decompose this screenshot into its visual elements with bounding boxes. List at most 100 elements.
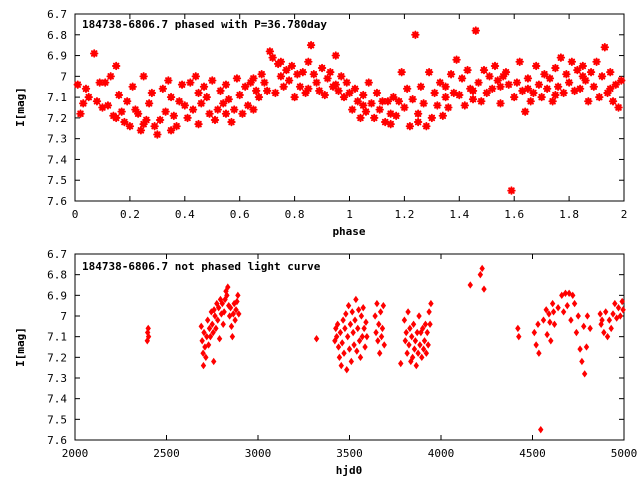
data-point-star — [567, 57, 577, 66]
data-point-star — [575, 84, 585, 93]
x-tick-label: 0 — [72, 208, 79, 221]
data-point-star — [578, 72, 588, 81]
data-point-star — [345, 88, 354, 98]
data-point-diamond — [380, 301, 387, 310]
data-points — [73, 26, 626, 195]
data-point-diamond — [350, 328, 356, 337]
data-point-star — [191, 72, 200, 81]
data-point-diamond — [405, 308, 411, 316]
data-point-diamond — [356, 337, 363, 345]
data-point-star — [213, 105, 222, 114]
data-point-diamond — [411, 345, 418, 353]
data-point-diamond — [424, 328, 430, 337]
data-point-star — [98, 103, 107, 112]
data-point-star — [534, 80, 544, 89]
data-point-star — [323, 74, 332, 83]
data-point-star — [197, 99, 206, 108]
data-point-diamond — [401, 316, 408, 324]
y-tick-label: 7.1 — [47, 331, 67, 344]
data-point-star — [221, 80, 231, 89]
data-point-star — [227, 117, 236, 127]
data-point-star — [331, 80, 340, 89]
data-point-diamond — [516, 332, 522, 341]
data-point-diamond — [610, 310, 616, 318]
x-tick-label: 3000 — [245, 447, 272, 460]
data-point-star — [161, 107, 170, 116]
data-point-star — [257, 70, 266, 79]
y-tick-label: 7.2 — [47, 112, 67, 125]
data-point-star — [139, 119, 148, 129]
data-point-diamond — [211, 357, 217, 366]
data-point-diamond — [581, 370, 588, 378]
data-point-diamond — [145, 332, 152, 341]
data-point-diamond — [559, 291, 565, 300]
y-tick-label: 7.5 — [47, 174, 67, 187]
data-point-diamond — [233, 306, 239, 314]
data-point-star — [529, 88, 538, 98]
data-point-star — [592, 57, 601, 66]
data-point-star — [512, 78, 522, 87]
data-point-star — [463, 65, 472, 75]
data-point-diamond — [533, 341, 539, 349]
data-point-star — [251, 86, 261, 96]
data-point-diamond — [547, 318, 553, 326]
data-point-diamond — [407, 324, 413, 333]
data-point-star — [342, 78, 351, 87]
data-point-star — [240, 82, 250, 91]
data-point-star — [380, 117, 390, 127]
data-point-star — [545, 74, 555, 83]
data-point-star — [284, 76, 294, 85]
data-point-star — [394, 97, 404, 106]
data-point-diamond — [536, 349, 542, 357]
data-point-diamond — [515, 324, 521, 333]
data-point-diamond — [204, 332, 210, 341]
data-point-star — [194, 119, 203, 129]
data-point-star — [430, 88, 439, 98]
data-point-diamond — [402, 337, 409, 345]
data-point-diamond — [419, 353, 425, 362]
data-point-star — [526, 97, 535, 106]
tick-group: 2000 2500 3000 3500 4000 4500 5000 6.7 6.8 6.9 7 7.… — [47, 248, 637, 460]
data-point-star — [537, 92, 546, 102]
data-point-diamond — [613, 314, 620, 322]
data-point-star — [100, 78, 110, 87]
data-point-diamond — [211, 306, 217, 314]
data-point-star — [199, 82, 209, 91]
data-point-diamond — [346, 345, 353, 353]
data-point-diamond — [571, 299, 578, 308]
data-point-star — [518, 86, 527, 96]
data-point-diamond — [375, 337, 381, 345]
data-point-diamond — [373, 328, 379, 337]
data-point-diamond — [420, 345, 427, 353]
data-point-diamond — [584, 312, 591, 320]
data-point-diamond — [201, 328, 207, 337]
data-point-diamond — [339, 339, 345, 347]
data-point-star — [488, 84, 497, 93]
data-point-diamond — [207, 332, 214, 341]
data-point-star — [570, 86, 579, 96]
data-point-star — [268, 53, 277, 62]
data-point-star — [446, 70, 456, 79]
data-point-star — [523, 84, 533, 93]
data-point-star — [260, 78, 269, 87]
data-point-diamond — [363, 318, 369, 326]
data-point-star — [155, 115, 165, 125]
data-point-diamond — [215, 316, 221, 324]
data-point-diamond — [416, 312, 422, 320]
data-point-star — [460, 101, 469, 110]
data-point-star — [581, 76, 590, 85]
y-tick-label: 7 — [60, 70, 67, 83]
data-point-star — [359, 90, 368, 100]
data-point-star — [578, 61, 588, 71]
y-tick-label: 7.4 — [47, 153, 67, 166]
data-point-star — [375, 105, 384, 114]
data-point-star — [103, 101, 113, 110]
data-point-star — [136, 126, 146, 135]
data-point-star — [608, 97, 618, 106]
data-point-diamond — [204, 316, 211, 324]
data-point-diamond — [481, 285, 487, 293]
data-point-star — [370, 113, 379, 123]
data-point-diamond — [606, 316, 613, 324]
data-point-star — [397, 67, 406, 77]
data-point-diamond — [351, 341, 357, 349]
